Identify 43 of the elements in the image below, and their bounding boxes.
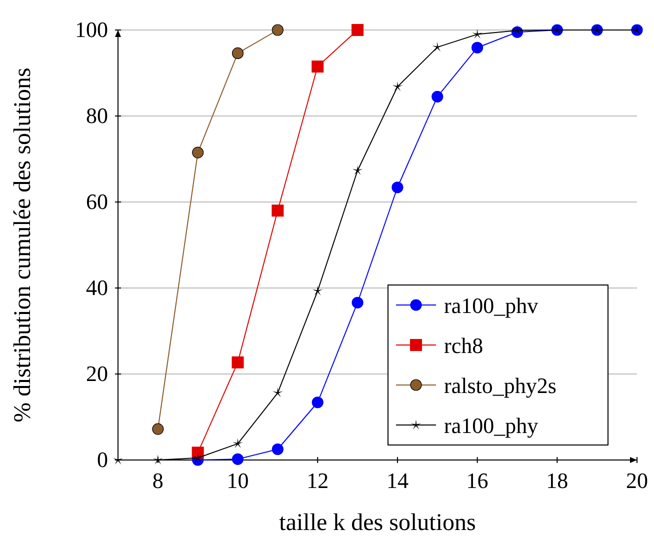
point xyxy=(272,24,284,36)
legend-label: ra100_phy xyxy=(444,413,538,438)
point xyxy=(512,24,522,35)
point xyxy=(232,47,244,60)
point xyxy=(232,438,243,448)
legend-label: ralsto_phy2s xyxy=(444,373,556,398)
y-tick-label: 40 xyxy=(86,275,108,300)
point xyxy=(392,182,404,194)
point xyxy=(232,453,244,465)
x-axis-title: taille k des solutions xyxy=(279,510,476,536)
y-axis-title: % distribution cumulée des solutions xyxy=(10,68,36,422)
x-tick-label: 16 xyxy=(466,468,488,493)
point xyxy=(352,165,363,176)
point xyxy=(312,286,323,296)
legend-label: rch8 xyxy=(444,333,484,358)
point xyxy=(272,387,283,398)
x-tick-label: 12 xyxy=(306,468,329,493)
point xyxy=(272,443,284,456)
point xyxy=(472,42,484,54)
x-tick-label: 20 xyxy=(626,468,648,493)
point xyxy=(152,423,164,435)
y-tick-label: 60 xyxy=(86,189,108,214)
y-tick-label: 100 xyxy=(75,17,108,42)
x-tick-label: 8 xyxy=(152,468,164,493)
y-tick-label: 0 xyxy=(97,447,108,472)
point xyxy=(232,356,244,368)
point xyxy=(352,24,364,36)
point xyxy=(432,42,443,52)
x-tick-label: 14 xyxy=(386,468,408,493)
x-tick-label: 18 xyxy=(546,468,568,493)
point xyxy=(312,396,324,408)
point xyxy=(472,28,483,39)
point xyxy=(352,296,364,308)
point xyxy=(152,454,164,464)
point xyxy=(192,146,204,158)
legend-label: ra100_phv xyxy=(444,293,538,318)
point xyxy=(392,81,403,92)
point xyxy=(272,204,284,217)
x-tick-label: 10 xyxy=(226,468,249,493)
point xyxy=(432,90,444,102)
point xyxy=(312,60,324,73)
y-tick-label: 20 xyxy=(86,361,108,386)
y-tick-label: 80 xyxy=(86,103,108,128)
